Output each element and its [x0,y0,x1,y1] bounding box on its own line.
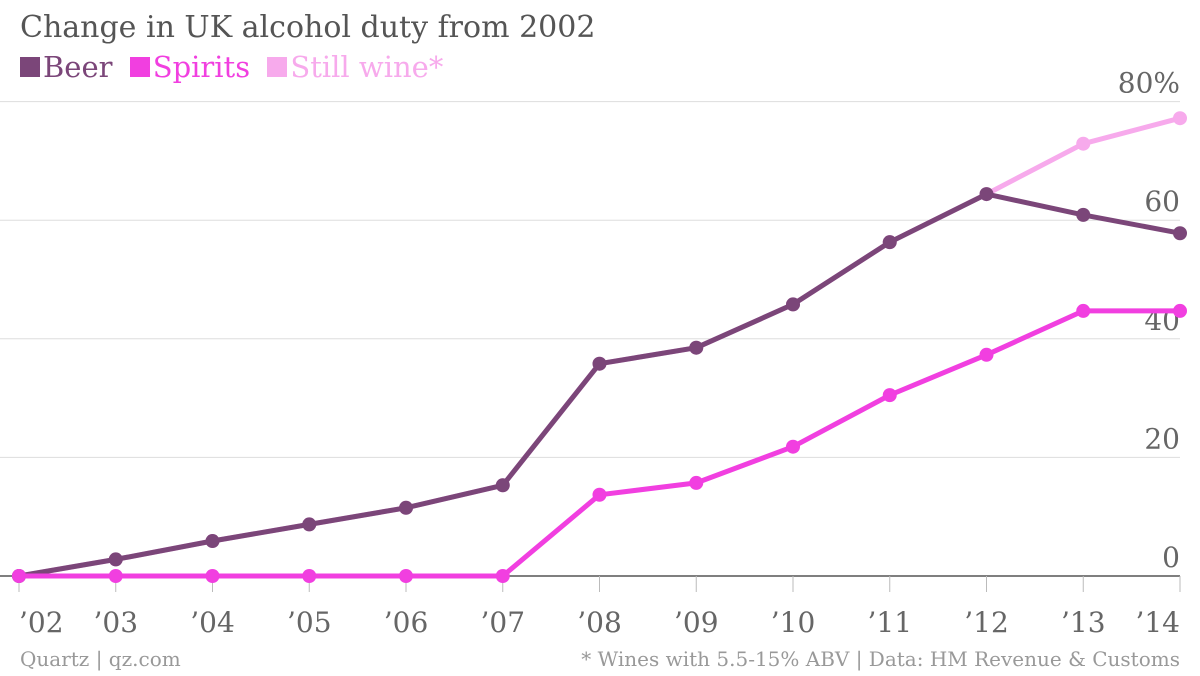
data-point [495,569,510,583]
data-point [979,187,994,202]
data-point [399,500,413,515]
legend-item-still-wine: Still wine* [267,50,443,84]
source-credit: Quartz | qz.com [20,647,181,671]
legend-item-spirits: Spirits [129,50,251,84]
legend-label-spirits: Spirits [152,50,251,84]
data-point [979,347,994,362]
data-point [108,552,123,567]
data-point [592,356,607,371]
legend-swatch-beer [20,57,40,77]
x-tick-label: ’08 [577,606,622,639]
x-tick-label: ’09 [674,606,719,639]
y-tick-label: 80% [1118,67,1180,100]
x-tick-label: ’02 [19,606,64,639]
data-point [108,569,123,583]
data-point [205,534,220,549]
data-point [882,235,897,250]
data-point [786,297,800,312]
legend-swatch-still-wine [267,57,288,77]
x-tick-label: ’11 [867,606,912,639]
data-source-note: * Wines with 5.5-15% ABV | Data: HM Reve… [581,647,1180,671]
legend-label-still-wine: Still wine* [290,50,444,84]
data-point [495,478,510,493]
y-tick-label: 20 [1144,422,1180,455]
x-tick-label: ’07 [480,606,525,639]
data-point [12,569,26,583]
legend: Beer Spirits Still wine* [20,50,451,84]
data-point [786,439,800,454]
x-tick-label: ’12 [964,606,1009,639]
data-point [302,517,317,532]
y-tick-label: 60 [1144,185,1180,218]
series-line-beer [16,191,1183,579]
x-tick-label: ’06 [384,606,429,639]
x-tick-label: ’13 [1061,606,1106,639]
data-point [1076,136,1091,151]
data-point [1076,207,1091,222]
x-tick-label: ’10 [771,606,816,639]
data-point [1173,111,1187,126]
data-point [689,475,704,490]
data-point [205,569,220,583]
data-point [1076,303,1091,318]
data-point [592,487,607,502]
data-point [302,569,317,583]
data-point [1173,303,1187,318]
legend-item-beer: Beer [20,50,113,84]
data-point [689,340,704,355]
legend-label-beer: Beer [43,50,113,84]
x-tick-label: ’04 [190,606,235,639]
x-tick-label: ’03 [93,606,138,639]
chart-title: Change in UK alcohol duty from 2002 [20,10,596,45]
x-tick-label: ’05 [287,606,332,639]
data-point [399,569,413,583]
data-point [1173,226,1187,241]
x-tick-label: ’14 [1135,606,1180,639]
series-line-spirits [16,308,1183,579]
y-tick-label: 0 [1162,541,1180,574]
legend-swatch-spirits [129,57,150,77]
data-point [882,388,897,403]
